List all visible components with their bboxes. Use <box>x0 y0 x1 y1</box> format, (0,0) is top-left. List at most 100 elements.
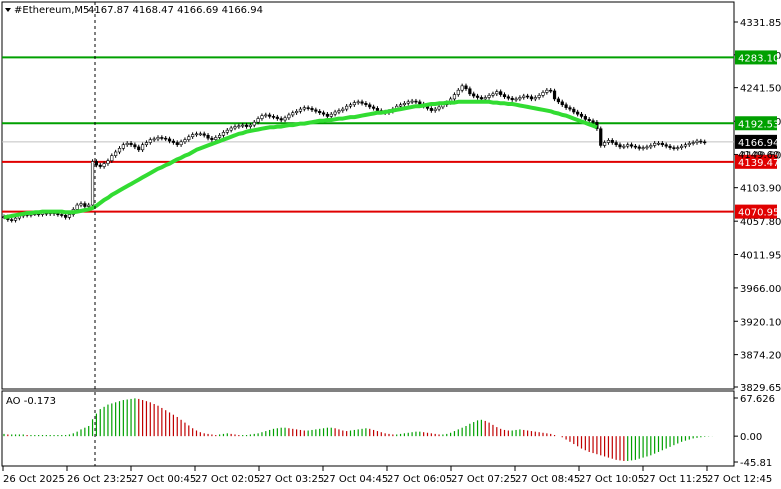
candle-body <box>225 129 229 133</box>
candle-body <box>341 108 345 111</box>
candle-body <box>572 108 576 113</box>
ao-title: AO -0.173 <box>6 396 56 407</box>
candle-body <box>360 101 364 104</box>
candle-body <box>656 142 661 145</box>
level-price-label: 4192.53 <box>738 119 779 130</box>
candle-body <box>522 95 526 98</box>
candle-body <box>187 136 191 140</box>
candle-body <box>437 106 441 110</box>
candle-body <box>256 118 260 123</box>
candle-body <box>672 147 676 149</box>
ao-y-tick-label: -45.81 <box>740 458 772 469</box>
candle-body <box>325 113 330 117</box>
candle-body <box>298 108 303 112</box>
candle-body <box>233 126 237 129</box>
candle-body <box>183 139 187 143</box>
candle-body <box>541 92 545 96</box>
candle-body <box>318 110 322 114</box>
candle-body <box>137 146 141 151</box>
candle-body <box>626 144 630 147</box>
candle-body <box>472 93 476 97</box>
candle-body <box>133 144 137 148</box>
x-tick-label: 27 Oct 03:25 <box>259 474 324 485</box>
candle-body <box>564 104 568 108</box>
candle-body <box>214 137 218 140</box>
x-tick-label: 27 Oct 12:45 <box>707 474 772 485</box>
ma-layer <box>3 99 598 220</box>
candle-body <box>148 139 152 143</box>
candle-body <box>506 96 510 99</box>
candle-body <box>79 203 83 206</box>
candle-body <box>618 144 622 148</box>
candle-body <box>660 142 664 146</box>
y-tick-label: 4241.50 <box>740 84 781 95</box>
candle-body <box>94 161 98 166</box>
candle-body <box>156 137 160 140</box>
candle-body <box>622 145 626 148</box>
candle-body <box>271 116 276 118</box>
candle-body <box>114 151 118 156</box>
candle-body <box>306 107 310 109</box>
candle-body <box>433 108 437 111</box>
candle-body <box>198 133 202 136</box>
candle-body <box>664 144 668 147</box>
candle-body <box>244 124 249 127</box>
candle-body <box>641 147 645 149</box>
candle-body <box>56 213 60 216</box>
candle-body <box>576 111 580 115</box>
level-price-label: 4283.10 <box>738 53 779 64</box>
candle-body <box>221 132 226 136</box>
candle-body <box>699 140 703 143</box>
candle-body <box>375 108 380 111</box>
candle-body <box>499 91 503 95</box>
candle-body <box>529 96 534 100</box>
current-price-label: 4166.94 <box>738 138 779 149</box>
candle-body <box>13 217 18 221</box>
candle-body <box>456 89 460 95</box>
candle-body <box>364 102 368 106</box>
candle-body <box>210 137 214 140</box>
candle-body <box>345 105 349 110</box>
moving-average-line <box>3 99 598 220</box>
candle-body <box>167 138 172 142</box>
candle-body <box>83 203 87 207</box>
candle-body <box>649 145 653 148</box>
candle-body <box>668 145 672 148</box>
candle-body <box>510 97 514 100</box>
level-price-tag <box>735 154 777 169</box>
candle-body <box>606 140 611 143</box>
candle-body <box>121 144 125 149</box>
current-price-tag <box>735 134 777 149</box>
candle-body <box>653 142 657 146</box>
candle-body <box>502 94 507 98</box>
candle-body <box>164 137 168 140</box>
candle-body <box>206 134 210 139</box>
candle-body <box>429 108 433 111</box>
candle-body <box>475 95 480 98</box>
candle-body <box>64 214 68 218</box>
candle-body <box>371 106 376 109</box>
candle-body <box>537 94 541 98</box>
hidden-price-label: 4149.60 <box>738 150 779 161</box>
candle-body <box>60 214 64 216</box>
candle-body <box>171 140 176 143</box>
candle-body <box>545 89 549 93</box>
y-tick-label: 4331.85 <box>740 18 781 29</box>
candle-body <box>229 127 233 131</box>
x-tick-label: 27 Oct 07:25 <box>451 474 516 485</box>
candle-body <box>125 142 129 146</box>
level-price-label: 4139.47 <box>738 158 779 169</box>
dropdown-arrow-icon[interactable] <box>5 8 11 12</box>
y-tick-label: 4057.80 <box>740 217 781 228</box>
candle-body <box>117 148 122 153</box>
candle-body <box>479 97 484 100</box>
candle-body <box>483 97 487 100</box>
ao-y-tick-label: 67.626 <box>740 394 775 405</box>
candle-body <box>191 134 195 138</box>
candle-body <box>491 93 495 96</box>
candle-body <box>518 97 522 100</box>
candle-body <box>314 109 318 112</box>
x-tick-label: 26 Oct 23:25 <box>67 474 132 485</box>
candle-body <box>252 121 256 126</box>
candle-body <box>352 102 356 106</box>
